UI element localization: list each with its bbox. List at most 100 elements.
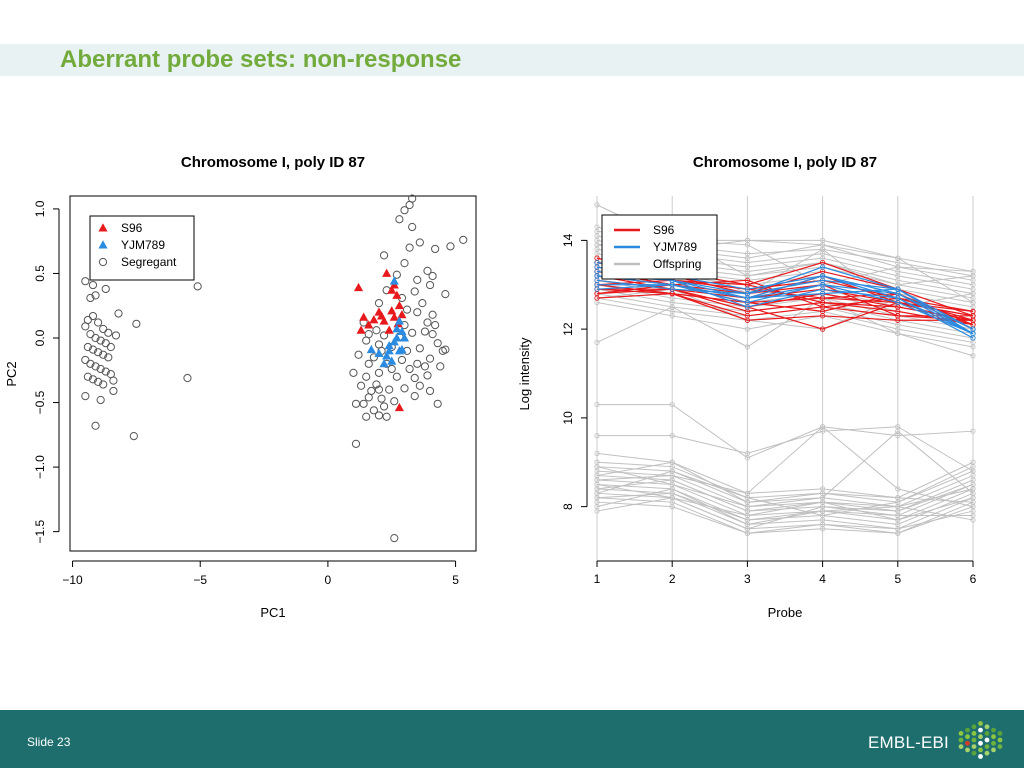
data-point-segregant <box>101 339 110 348</box>
data-point-segregant <box>400 384 409 393</box>
data-point-segregant <box>91 362 100 371</box>
data-point-s96 <box>359 312 369 321</box>
logo-dot <box>984 724 990 730</box>
data-point-offspring <box>669 304 675 310</box>
data-point-segregant <box>369 353 378 362</box>
logo-dot <box>991 747 996 753</box>
data-point-segregant <box>83 342 92 352</box>
series-line-offspring <box>596 426 974 508</box>
legend-box <box>89 215 195 281</box>
data-point-segregant <box>428 271 437 281</box>
data-point-segregant <box>111 331 121 340</box>
data-point-s96 <box>744 317 750 323</box>
data-point-yjm789 <box>384 346 394 355</box>
data-point-offspring <box>819 499 826 505</box>
x-tick-label: 6 <box>970 572 977 586</box>
data-point-s96 <box>397 309 407 319</box>
series-line-offspring <box>596 488 974 521</box>
data-point-segregant <box>86 330 95 339</box>
x-tick-label: 0 <box>325 573 332 587</box>
data-point-yjm789 <box>895 295 901 301</box>
data-point-segregant <box>413 308 422 317</box>
series-line-offspring <box>596 497 974 534</box>
data-point-offspring <box>744 499 750 505</box>
legend-label: S96 <box>653 223 675 237</box>
data-point-segregant <box>431 320 440 330</box>
data-point-offspring <box>970 268 976 275</box>
data-point-offspring <box>744 237 750 243</box>
series-line-yjm789 <box>596 275 974 330</box>
data-point-yjm789 <box>384 340 394 350</box>
data-point-offspring <box>819 521 826 527</box>
data-point-s96 <box>369 315 379 324</box>
series-line-yjm789 <box>596 284 974 335</box>
data-point-yjm789 <box>392 333 402 342</box>
data-point-offspring <box>895 517 901 523</box>
y-tick-label: 0.5 <box>33 265 47 282</box>
data-point-segregant <box>400 206 409 215</box>
data-point-s96 <box>379 316 389 325</box>
data-point-segregant <box>374 299 384 308</box>
series-line-offspring <box>596 483 974 530</box>
data-point-yjm789 <box>970 326 976 332</box>
data-point-offspring <box>594 508 600 514</box>
data-point-segregant <box>382 412 391 421</box>
data-point-offspring <box>669 459 675 465</box>
data-point-offspring <box>594 472 600 479</box>
data-point-segregant <box>367 386 376 396</box>
data-point-offspring <box>970 517 976 523</box>
data-point-offspring <box>744 326 750 332</box>
data-point-segregant <box>99 350 108 359</box>
data-point-segregant <box>83 372 92 381</box>
data-point-segregant <box>431 244 440 254</box>
data-point-segregant <box>88 345 98 354</box>
data-point-yjm789 <box>399 333 410 342</box>
data-point-s96 <box>384 325 394 334</box>
data-point-yjm789 <box>594 286 600 292</box>
data-point-segregant <box>415 381 424 390</box>
data-point-segregant <box>351 439 361 448</box>
data-point-segregant <box>101 284 110 294</box>
data-point-segregant <box>374 368 384 377</box>
data-point-offspring <box>895 495 901 501</box>
data-point-s96 <box>356 325 366 334</box>
data-point-segregant <box>428 330 437 339</box>
data-point-segregant <box>413 275 422 285</box>
data-point-s96 <box>389 312 399 321</box>
data-point-offspring <box>669 433 675 439</box>
data-point-segregant <box>374 385 384 394</box>
legend-label: Segregant <box>121 255 177 269</box>
data-point-segregant <box>423 318 432 327</box>
data-point-offspring <box>669 477 675 483</box>
data-point-segregant <box>99 380 108 389</box>
data-point-s96 <box>353 282 364 292</box>
data-point-segregant <box>423 371 432 380</box>
data-point-segregant <box>104 328 113 337</box>
data-point-segregant <box>104 353 113 362</box>
data-point-segregant <box>420 362 430 371</box>
y-axis-label: PC2 <box>4 361 19 386</box>
x-tick-label: 4 <box>819 572 826 586</box>
x-tick-label: 3 <box>744 572 751 586</box>
data-point-segregant <box>415 238 424 247</box>
series-line-offspring <box>596 497 974 521</box>
data-point-offspring <box>895 486 901 492</box>
data-point-segregant <box>418 299 427 308</box>
legend: S96 YJM789 Offspring <box>601 214 718 280</box>
logo-dot <box>978 734 983 740</box>
data-point-segregant <box>364 359 373 368</box>
logo-dot <box>971 750 977 756</box>
data-point-yjm789 <box>744 295 750 301</box>
data-point-yjm789 <box>594 259 600 266</box>
data-point-segregant <box>96 364 105 374</box>
data-point-segregant <box>193 282 202 291</box>
series-line-offspring <box>596 492 974 534</box>
data-point-segregant <box>129 432 138 441</box>
data-point-segregant <box>372 326 381 335</box>
logo-dot <box>965 740 970 746</box>
logo-dot <box>958 744 964 749</box>
logo-dot <box>997 731 1003 736</box>
series-line-offspring <box>596 284 974 330</box>
data-point-segregant <box>369 406 378 415</box>
data-point-segregant <box>408 328 417 337</box>
